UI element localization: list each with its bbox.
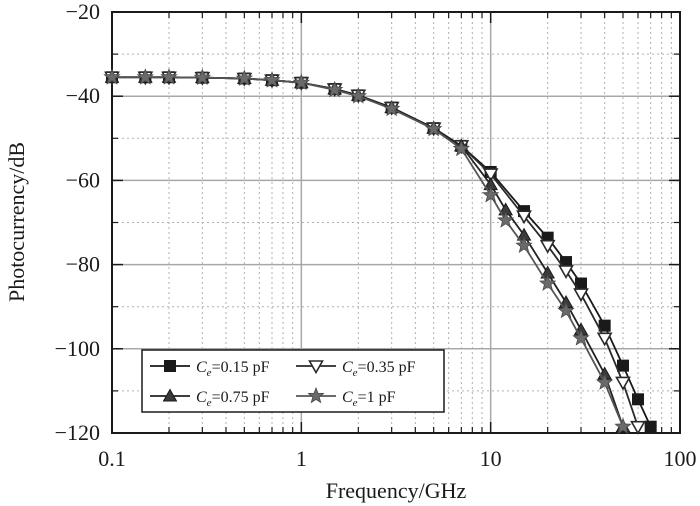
data-point bbox=[516, 210, 532, 225]
y-tick-label: −80 bbox=[66, 252, 100, 277]
y-tick-label: −20 bbox=[66, 0, 100, 24]
data-point bbox=[136, 68, 155, 85]
data-point bbox=[496, 211, 515, 228]
data-point bbox=[452, 139, 471, 157]
data-point bbox=[103, 68, 121, 85]
data-point bbox=[596, 332, 613, 347]
legend-entry-2: Ce=0.35 pF bbox=[296, 359, 416, 379]
series-line bbox=[112, 76, 624, 428]
data-point bbox=[382, 99, 401, 117]
legend-label: Ce=1 pF bbox=[342, 389, 396, 409]
data-point bbox=[193, 68, 212, 86]
data-point bbox=[235, 69, 254, 86]
legend-label: Ce=0.75 pF bbox=[196, 389, 270, 409]
x-axis-title: Frequency/GHz bbox=[326, 478, 467, 503]
series-4 bbox=[103, 68, 632, 435]
x-tick-label: 100 bbox=[664, 446, 697, 471]
data-point bbox=[292, 73, 311, 91]
y-tick-label: −100 bbox=[55, 336, 100, 361]
legend-entry-1: Ce=0.15 pF bbox=[150, 359, 270, 379]
x-tick-label: 0.1 bbox=[98, 446, 126, 471]
data-point bbox=[644, 420, 657, 433]
data-point bbox=[481, 186, 500, 203]
data-point bbox=[538, 274, 557, 291]
data-point bbox=[631, 393, 644, 406]
data-point bbox=[572, 329, 590, 346]
data-point bbox=[424, 119, 443, 137]
legend: Ce=0.15 pF Ce=0.35 pF Ce=0.75 pF Ce=1 pF bbox=[141, 349, 445, 413]
data-point bbox=[595, 373, 614, 390]
y-axis-title: Photocurrency/dB bbox=[4, 142, 29, 302]
data-point bbox=[482, 168, 499, 183]
data-point bbox=[617, 359, 630, 372]
data-point bbox=[614, 417, 632, 435]
data-point bbox=[263, 71, 281, 88]
data-point bbox=[515, 236, 533, 254]
data-point bbox=[615, 376, 631, 391]
axis-ticks: 0.1 1 10 100 −120 −100 −80 −60 −40 −20 bbox=[55, 0, 697, 471]
legend-marker bbox=[307, 386, 325, 404]
legend-marker bbox=[162, 388, 178, 402]
data-point bbox=[573, 288, 589, 303]
series-group bbox=[103, 68, 657, 435]
legend-label: Ce=0.15 pF bbox=[196, 359, 270, 379]
legend-label: Ce=0.35 pF bbox=[342, 359, 416, 379]
data-point bbox=[558, 265, 574, 280]
legend-box bbox=[141, 349, 445, 413]
data-point bbox=[598, 319, 611, 332]
x-tick-label: 10 bbox=[480, 446, 502, 471]
x-tick-label: 1 bbox=[296, 446, 307, 471]
data-point bbox=[539, 239, 556, 254]
data-point bbox=[630, 420, 646, 435]
legend-entry-3: Ce=0.75 pF bbox=[150, 388, 270, 409]
y-tick-label: −120 bbox=[55, 420, 100, 445]
data-point bbox=[557, 301, 575, 319]
data-point bbox=[160, 68, 178, 85]
data-point bbox=[325, 80, 344, 98]
y-tick-label: −60 bbox=[66, 167, 100, 192]
legend-entry-4: Ce=1 pF bbox=[296, 386, 396, 409]
data-point bbox=[349, 87, 368, 104]
legend-marker bbox=[164, 360, 176, 372]
legend-marker bbox=[308, 360, 324, 375]
y-tick-label: −40 bbox=[66, 83, 100, 108]
